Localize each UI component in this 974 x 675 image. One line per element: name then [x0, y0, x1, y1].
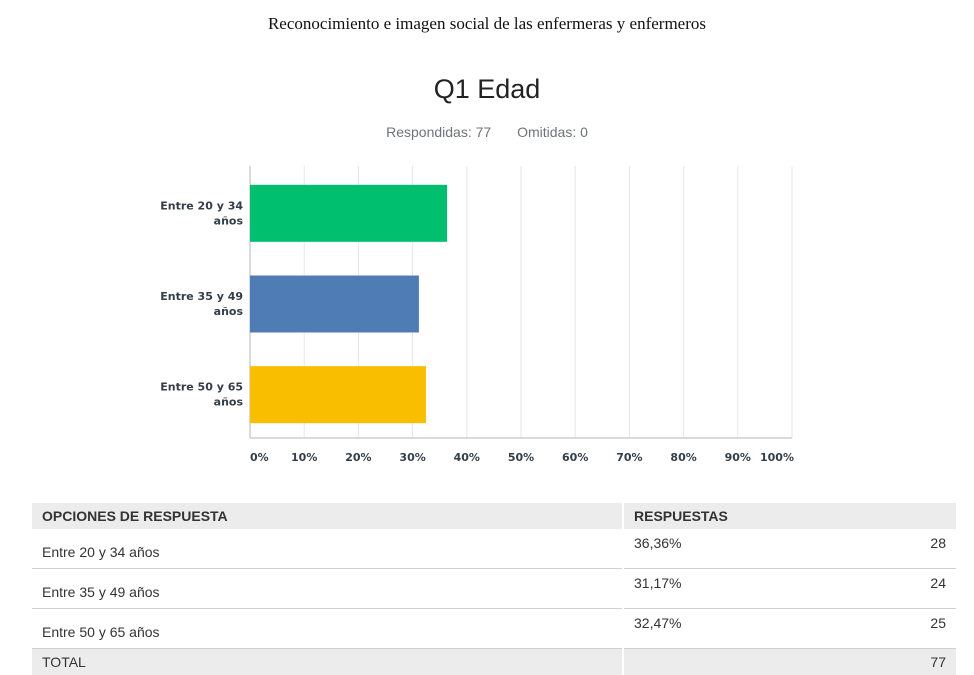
- row-count: 25: [842, 609, 956, 649]
- x-tick-label: 60%: [562, 451, 588, 464]
- x-tick-label: 30%: [399, 451, 425, 464]
- table-row: Entre 20 y 34 años 36,36% 28: [32, 529, 956, 569]
- bar: [250, 276, 419, 333]
- row-count: 28: [842, 529, 956, 569]
- question-title: Q1 Edad: [0, 74, 974, 105]
- x-tick-label: 40%: [454, 451, 480, 464]
- row-option: Entre 35 y 49 años: [32, 569, 623, 609]
- row-percent: 31,17%: [623, 569, 842, 609]
- header-responses: RESPUESTAS: [623, 503, 956, 529]
- row-option: Entre 20 y 34 años: [32, 529, 623, 569]
- x-tick-label: 10%: [291, 451, 317, 464]
- x-tick-label: 70%: [616, 451, 642, 464]
- x-tick-label: 80%: [670, 451, 696, 464]
- header-options: OPCIONES DE RESPUESTA: [32, 503, 623, 529]
- document-header: Reconocimiento e imagen social de las en…: [0, 14, 974, 34]
- table-header-row: OPCIONES DE RESPUESTA RESPUESTAS: [32, 503, 956, 529]
- row-percent: 32,47%: [623, 609, 842, 649]
- x-tick-label: 100%: [760, 451, 794, 464]
- row-percent: 36,36%: [623, 529, 842, 569]
- row-count: 24: [842, 569, 956, 609]
- bar: [250, 366, 426, 423]
- question-stats: Respondidas: 77 Omitidas: 0: [0, 124, 974, 140]
- responses-table: OPCIONES DE RESPUESTA RESPUESTAS Entre 2…: [32, 503, 956, 675]
- x-tick-label: 20%: [345, 451, 371, 464]
- x-tick-label: 50%: [508, 451, 534, 464]
- answered-count: Respondidas: 77: [386, 124, 491, 140]
- table-row: Entre 35 y 49 años 31,17% 24: [32, 569, 956, 609]
- x-tick-label: 90%: [725, 451, 751, 464]
- bar: [250, 185, 447, 242]
- row-option: Entre 50 y 65 años: [32, 609, 623, 649]
- x-tick-label: 0%: [250, 451, 269, 464]
- skipped-count: Omitidas: 0: [517, 124, 588, 140]
- bar-chart: 0% 10% 20% 30% 40% 50% 60% 70% 80% 90% 100% Entre 2…: [0, 160, 974, 470]
- table-row: Entre 50 y 65 años 32,47% 25: [32, 609, 956, 649]
